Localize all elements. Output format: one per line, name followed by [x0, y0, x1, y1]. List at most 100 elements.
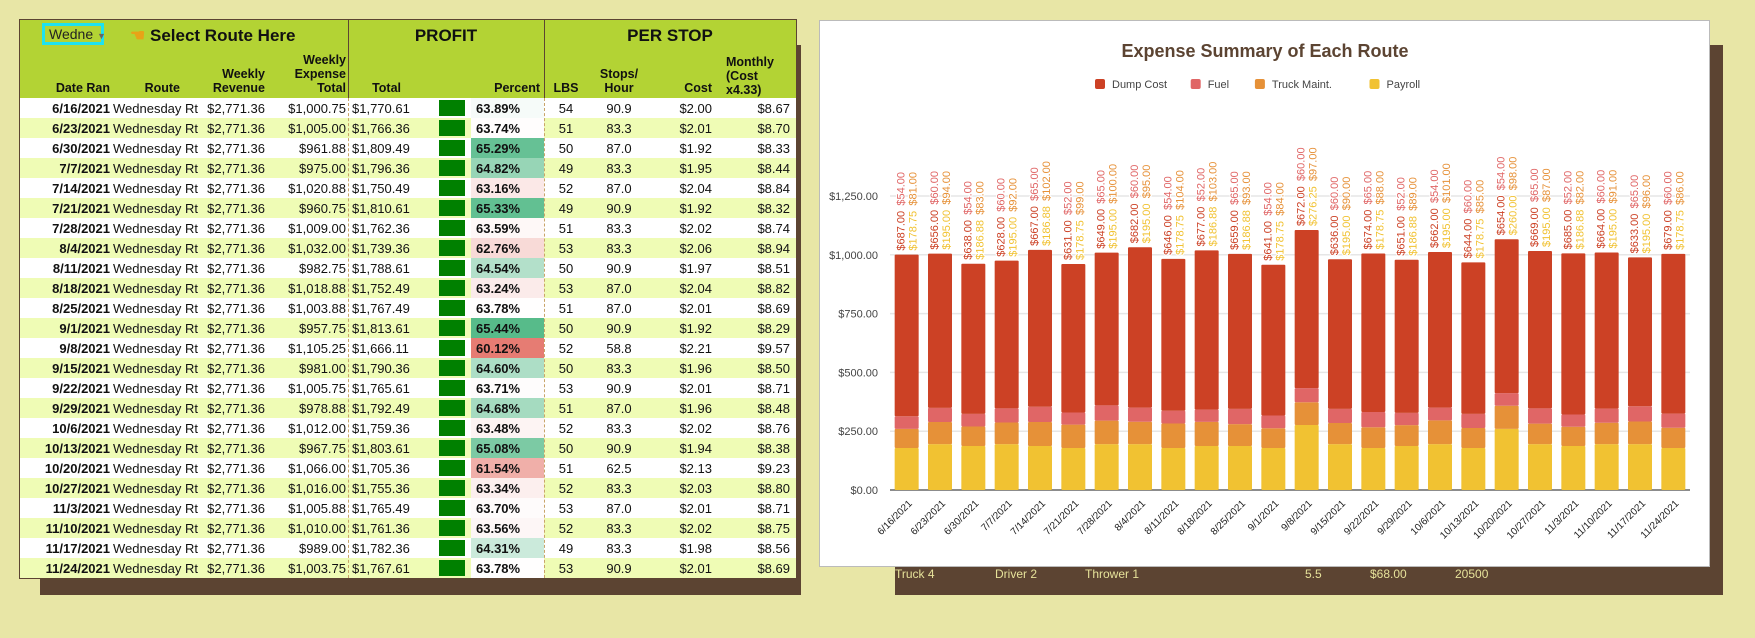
- cell-monthly: $8.76: [757, 421, 790, 436]
- table-row[interactable]: 6/16/2021 Wednesday Rt $2,771.36 $1,000.75 $…: [20, 98, 796, 118]
- cell-monthly: $8.69: [757, 561, 790, 576]
- cell-expense: $978.88: [299, 401, 346, 416]
- cell-route: Wednesday Rt: [113, 201, 199, 216]
- profit-bar: [439, 520, 465, 536]
- data-label: $93.00: [1241, 171, 1253, 205]
- bar-dump-cost: [1094, 252, 1119, 406]
- table-row[interactable]: 8/18/2021 Wednesday Rt $2,771.36 $1,018.88 $…: [20, 278, 796, 298]
- cell-monthly: $8.32: [757, 201, 790, 216]
- table-row[interactable]: 7/28/2021 Wednesday Rt $2,771.36 $1,009.00 $…: [20, 218, 796, 238]
- cell-date: 11/17/2021: [45, 541, 110, 556]
- bar-truck-maint-: [928, 422, 952, 445]
- cell-cost: $2.06: [679, 241, 712, 256]
- data-label: $98.00: [1508, 157, 1520, 191]
- cell-percent: 63.74%: [476, 121, 521, 136]
- percent-fill: [471, 98, 544, 118]
- data-label: $195.00: [1641, 214, 1653, 254]
- table-row[interactable]: 9/8/2021 Wednesday Rt $2,771.36 $1,105.25 $1…: [20, 338, 796, 358]
- cell-lbs: 50: [558, 141, 574, 156]
- table-row[interactable]: 6/30/2021 Wednesday Rt $2,771.36 $961.88 $1,…: [20, 138, 796, 158]
- table-row[interactable]: 11/10/2021 Wednesday Rt $2,771.36 $1,010.00…: [20, 518, 796, 538]
- profit-bar: [439, 540, 465, 556]
- bar-truck-maint-: [1561, 426, 1586, 447]
- cell-percent: 64.68%: [476, 401, 521, 416]
- data-label: $87.00: [1541, 168, 1553, 202]
- table-row[interactable]: 11/3/2021 Wednesday Rt $2,771.36 $1,005.88 $…: [20, 498, 796, 518]
- bar-truck-maint-: [1528, 423, 1552, 445]
- bar-truck-maint-: [994, 422, 1019, 445]
- bar-fuel: [1028, 406, 1052, 423]
- divider: [544, 98, 545, 578]
- data-label: $641.00: [1262, 221, 1274, 261]
- table-row[interactable]: 9/1/2021 Wednesday Rt $2,771.36 $957.75 $1,8…: [20, 318, 796, 338]
- data-label: $651.00: [1396, 216, 1408, 256]
- bar-fuel: [1661, 413, 1686, 428]
- table-row[interactable]: 10/27/2021 Wednesday Rt $2,771.36 $1,016.00…: [20, 478, 796, 498]
- cell-revenue: $2,771.36: [207, 161, 265, 176]
- table-row[interactable]: 7/7/2021 Wednesday Rt $2,771.36 $975.00 $1,7…: [20, 158, 796, 178]
- data-label: $91.00: [1608, 170, 1620, 204]
- bar-payroll: [1394, 446, 1419, 490]
- legend-swatch: [1190, 79, 1201, 89]
- table-row[interactable]: 11/24/2021 Wednesday Rt $2,771.36 $1,003.75…: [20, 558, 796, 578]
- bar-payroll: [894, 447, 919, 490]
- cell-total: $1,810.61: [352, 201, 410, 216]
- data-label: $60.00: [1596, 170, 1608, 204]
- select-route-label: ☚ Select Route Here: [130, 26, 295, 46]
- cell-route: Wednesday Rt: [113, 421, 199, 436]
- cell-stops-hour: 83.3: [606, 361, 632, 376]
- data-label: $178.75: [1174, 215, 1186, 255]
- cell-total: $1,750.49: [352, 181, 410, 196]
- data-label: $659.00: [1229, 210, 1241, 250]
- route-dropdown[interactable]: Wedne ▼: [42, 23, 106, 45]
- data-label: $260.00: [1508, 196, 1520, 236]
- bar-fuel: [1394, 412, 1419, 426]
- cell-route: Wednesday Rt: [113, 241, 199, 256]
- cell-expense: $1,005.88: [288, 501, 346, 516]
- cell-date: 9/22/2021: [52, 381, 110, 396]
- bar-fuel: [1094, 405, 1119, 421]
- data-label: $195.00: [1541, 207, 1553, 247]
- data-label: $96.00: [1641, 175, 1653, 209]
- data-label: $97.00: [1308, 147, 1320, 181]
- cell-lbs: 54: [558, 101, 574, 116]
- cell-stops-hour: 83.3: [606, 541, 632, 556]
- expense-chart[interactable]: Expense Summary of Each Route Dump Cost Fu…: [819, 20, 1710, 567]
- table-row[interactable]: 8/25/2021 Wednesday Rt $2,771.36 $1,003.88 $…: [20, 298, 796, 318]
- cell-expense: $981.00: [299, 361, 346, 376]
- table-row[interactable]: 6/23/2021 Wednesday Rt $2,771.36 $1,005.00 $…: [20, 118, 796, 138]
- table-row[interactable]: 9/15/2021 Wednesday Rt $2,771.36 $981.00 $1,…: [20, 358, 796, 378]
- table-row[interactable]: 10/20/2021 Wednesday Rt $2,771.36 $1,066.00…: [20, 458, 796, 478]
- cell-cost: $1.92: [679, 141, 712, 156]
- data-label: $65.00: [1529, 168, 1541, 202]
- profit-bar: [439, 420, 465, 436]
- data-label: $186.88: [1241, 210, 1253, 250]
- cell-stops-hour: 90.9: [606, 561, 632, 576]
- cell-monthly: $8.82: [757, 281, 790, 296]
- table-row[interactable]: 7/14/2021 Wednesday Rt $2,771.36 $1,020.88 $…: [20, 178, 796, 198]
- data-label: $90.00: [1341, 177, 1353, 211]
- table-row[interactable]: 9/29/2021 Wednesday Rt $2,771.36 $978.88 $1,…: [20, 398, 796, 418]
- cell-total: $1,788.61: [352, 261, 410, 276]
- bar-fuel: [1261, 415, 1286, 429]
- table-row[interactable]: 10/13/2021 Wednesday Rt $2,771.36 $967.75 $1…: [20, 438, 796, 458]
- percent-fill: [471, 518, 544, 538]
- percent-fill: [471, 158, 544, 178]
- percent-fill: [471, 418, 544, 438]
- table-row[interactable]: 10/6/2021 Wednesday Rt $2,771.36 $1,012.00 $…: [20, 418, 796, 438]
- table-row[interactable]: 9/22/2021 Wednesday Rt $2,771.36 $1,005.75 $…: [20, 378, 796, 398]
- cell-revenue: $2,771.36: [207, 221, 265, 236]
- cell-lbs: 49: [558, 541, 574, 556]
- data-label: $195.00: [1141, 204, 1153, 244]
- cell-lbs: 50: [558, 361, 574, 376]
- cell-monthly: $8.56: [757, 541, 790, 556]
- table-row[interactable]: 7/21/2021 Wednesday Rt $2,771.36 $960.75 $1,…: [20, 198, 796, 218]
- table-row[interactable]: 11/17/2021 Wednesday Rt $2,771.36 $989.00 $1…: [20, 538, 796, 558]
- percent-fill: [471, 458, 544, 478]
- percent-fill: [471, 198, 544, 218]
- bar-payroll: [928, 444, 952, 490]
- profit-title: PROFIT: [414, 26, 478, 45]
- table-row[interactable]: 8/4/2021 Wednesday Rt $2,771.36 $1,032.00 $1…: [20, 238, 796, 258]
- y-tick-label: $1,000.00: [829, 250, 878, 262]
- table-row[interactable]: 8/11/2021 Wednesday Rt $2,771.36 $982.75 $1,…: [20, 258, 796, 278]
